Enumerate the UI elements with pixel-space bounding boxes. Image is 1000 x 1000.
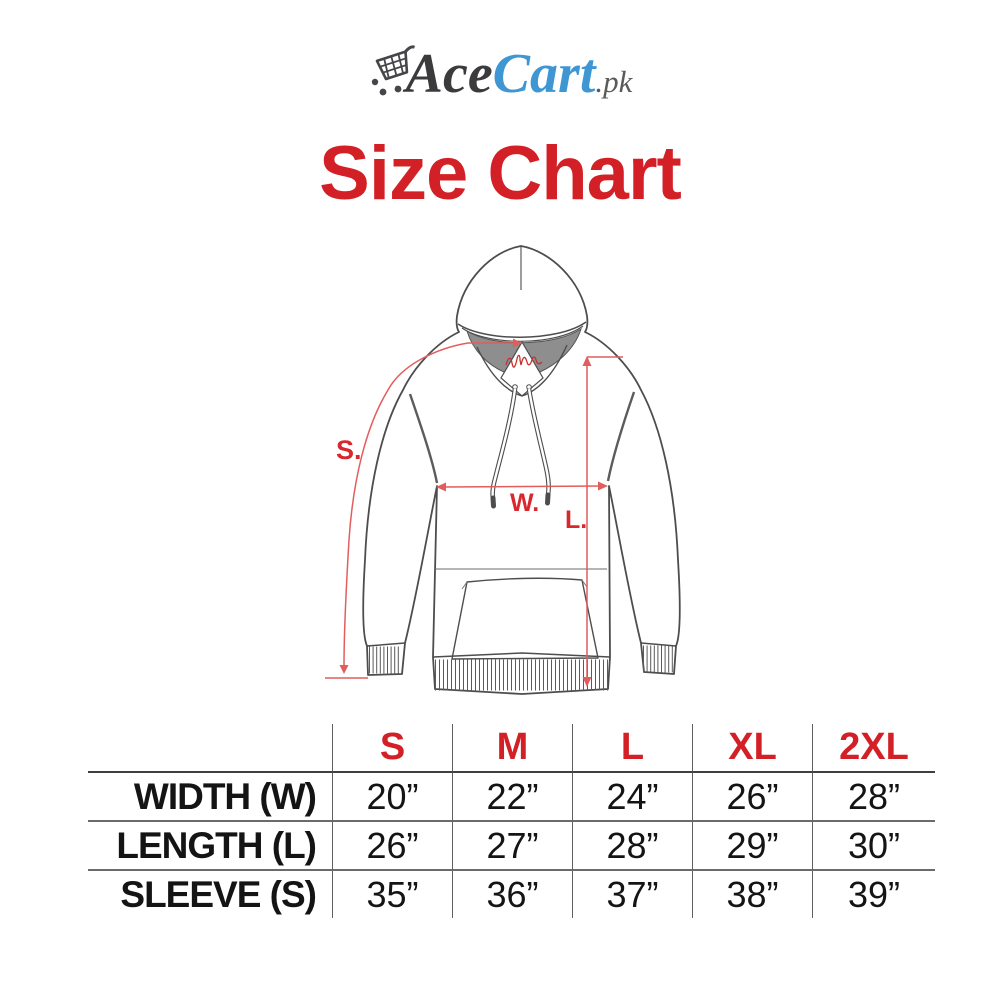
measurement-lines xyxy=(325,342,623,679)
length-l-value: 28” xyxy=(573,822,693,871)
right-grommet xyxy=(526,384,532,390)
drawstring-aglets xyxy=(490,492,551,509)
width-m-value: 22” xyxy=(453,773,573,822)
brand-suffix-pk: .pk xyxy=(595,64,633,99)
kangaroo-pocket xyxy=(451,577,599,660)
width-annotation-label: W. xyxy=(510,489,539,517)
width-2xl-value: 28” xyxy=(813,773,935,822)
sleeve-s-value: 35” xyxy=(333,871,453,918)
width-s-value: 20” xyxy=(333,773,453,822)
width-xl-value: 26” xyxy=(693,773,813,822)
column-header-xl: XL xyxy=(693,724,813,773)
column-header-m: M xyxy=(453,724,573,773)
hoodie-outline xyxy=(362,245,681,695)
right-armhole-seam xyxy=(606,391,636,482)
hoodie-diagram: S. W. L. xyxy=(325,245,681,695)
collar-band xyxy=(476,344,568,397)
logo: AceCart.pk xyxy=(0,42,1000,106)
length-annotation-label: L. xyxy=(565,506,587,534)
row-label-length: LENGTH (L) xyxy=(88,822,333,871)
column-header-s: S xyxy=(333,724,453,773)
sleeve-2xl-value: 39” xyxy=(813,871,935,918)
brand-part-ace: Ace xyxy=(405,43,493,105)
brand-text: AceCart.pk xyxy=(406,42,633,106)
sleeve-annotation-label: S. xyxy=(336,435,362,465)
row-label-width: WIDTH (W) xyxy=(88,773,333,822)
sleeve-xl-value: 38” xyxy=(693,871,813,918)
length-s-value: 26” xyxy=(333,822,453,871)
size-table: S M L XL 2XL WIDTH (W) 20” 22” 24” 26” 2… xyxy=(88,724,935,918)
length-m-value: 27” xyxy=(453,822,573,871)
shopping-cart-icon xyxy=(371,45,415,96)
cuff-top-edges xyxy=(366,642,677,647)
left-grommet xyxy=(512,384,518,390)
pocket-stitches xyxy=(461,579,588,590)
column-header-2xl: 2XL xyxy=(813,724,935,773)
brand-signature xyxy=(505,354,543,368)
row-label-sleeve: SLEEVE (S) xyxy=(88,871,333,918)
hood-brim-outer xyxy=(457,321,587,338)
length-2xl-value: 30” xyxy=(813,822,935,871)
measurement-arrowheads xyxy=(339,338,608,687)
sleeve-m-value: 36” xyxy=(453,871,573,918)
width-l-value: 24” xyxy=(573,773,693,822)
sleeve-l-value: 37” xyxy=(573,871,693,918)
page-title: Size Chart xyxy=(319,131,682,216)
table-corner-cell xyxy=(88,724,333,773)
brand-part-cart: Cart xyxy=(492,43,596,105)
length-xl-value: 29” xyxy=(693,822,813,871)
column-header-l: L xyxy=(573,724,693,773)
left-armhole-seam xyxy=(408,393,439,484)
hem-top-edge xyxy=(432,652,611,658)
